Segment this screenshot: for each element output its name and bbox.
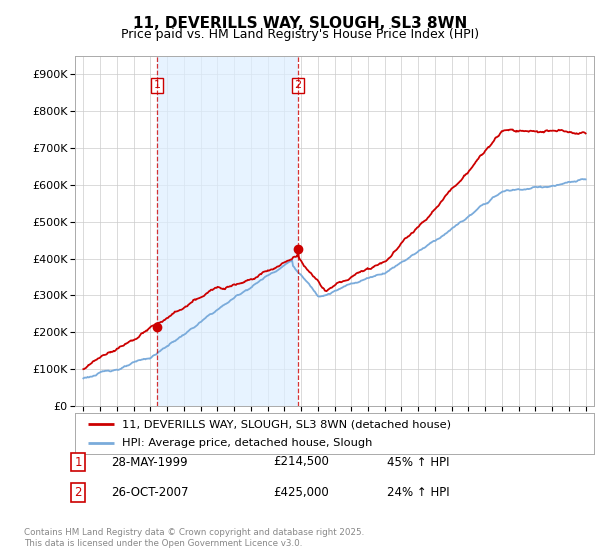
Text: 1: 1	[154, 81, 161, 91]
Text: 26-OCT-2007: 26-OCT-2007	[111, 486, 188, 500]
Text: 1: 1	[74, 455, 82, 469]
Text: HPI: Average price, detached house, Slough: HPI: Average price, detached house, Slou…	[122, 438, 372, 447]
Text: 28-MAY-1999: 28-MAY-1999	[111, 455, 188, 469]
Text: Contains HM Land Registry data © Crown copyright and database right 2025.
This d: Contains HM Land Registry data © Crown c…	[24, 528, 364, 548]
Text: 24% ↑ HPI: 24% ↑ HPI	[387, 486, 449, 500]
Text: £425,000: £425,000	[273, 486, 329, 500]
Bar	[157, 56, 298, 406]
Text: 11, DEVERILLS WAY, SLOUGH, SL3 8WN (detached house): 11, DEVERILLS WAY, SLOUGH, SL3 8WN (deta…	[122, 419, 451, 429]
Text: 45% ↑ HPI: 45% ↑ HPI	[387, 455, 449, 469]
Text: 11, DEVERILLS WAY, SLOUGH, SL3 8WN: 11, DEVERILLS WAY, SLOUGH, SL3 8WN	[133, 16, 467, 31]
Text: 2: 2	[74, 486, 82, 500]
Text: Price paid vs. HM Land Registry's House Price Index (HPI): Price paid vs. HM Land Registry's House …	[121, 28, 479, 41]
Text: 2: 2	[295, 81, 302, 91]
Text: £214,500: £214,500	[273, 455, 329, 469]
